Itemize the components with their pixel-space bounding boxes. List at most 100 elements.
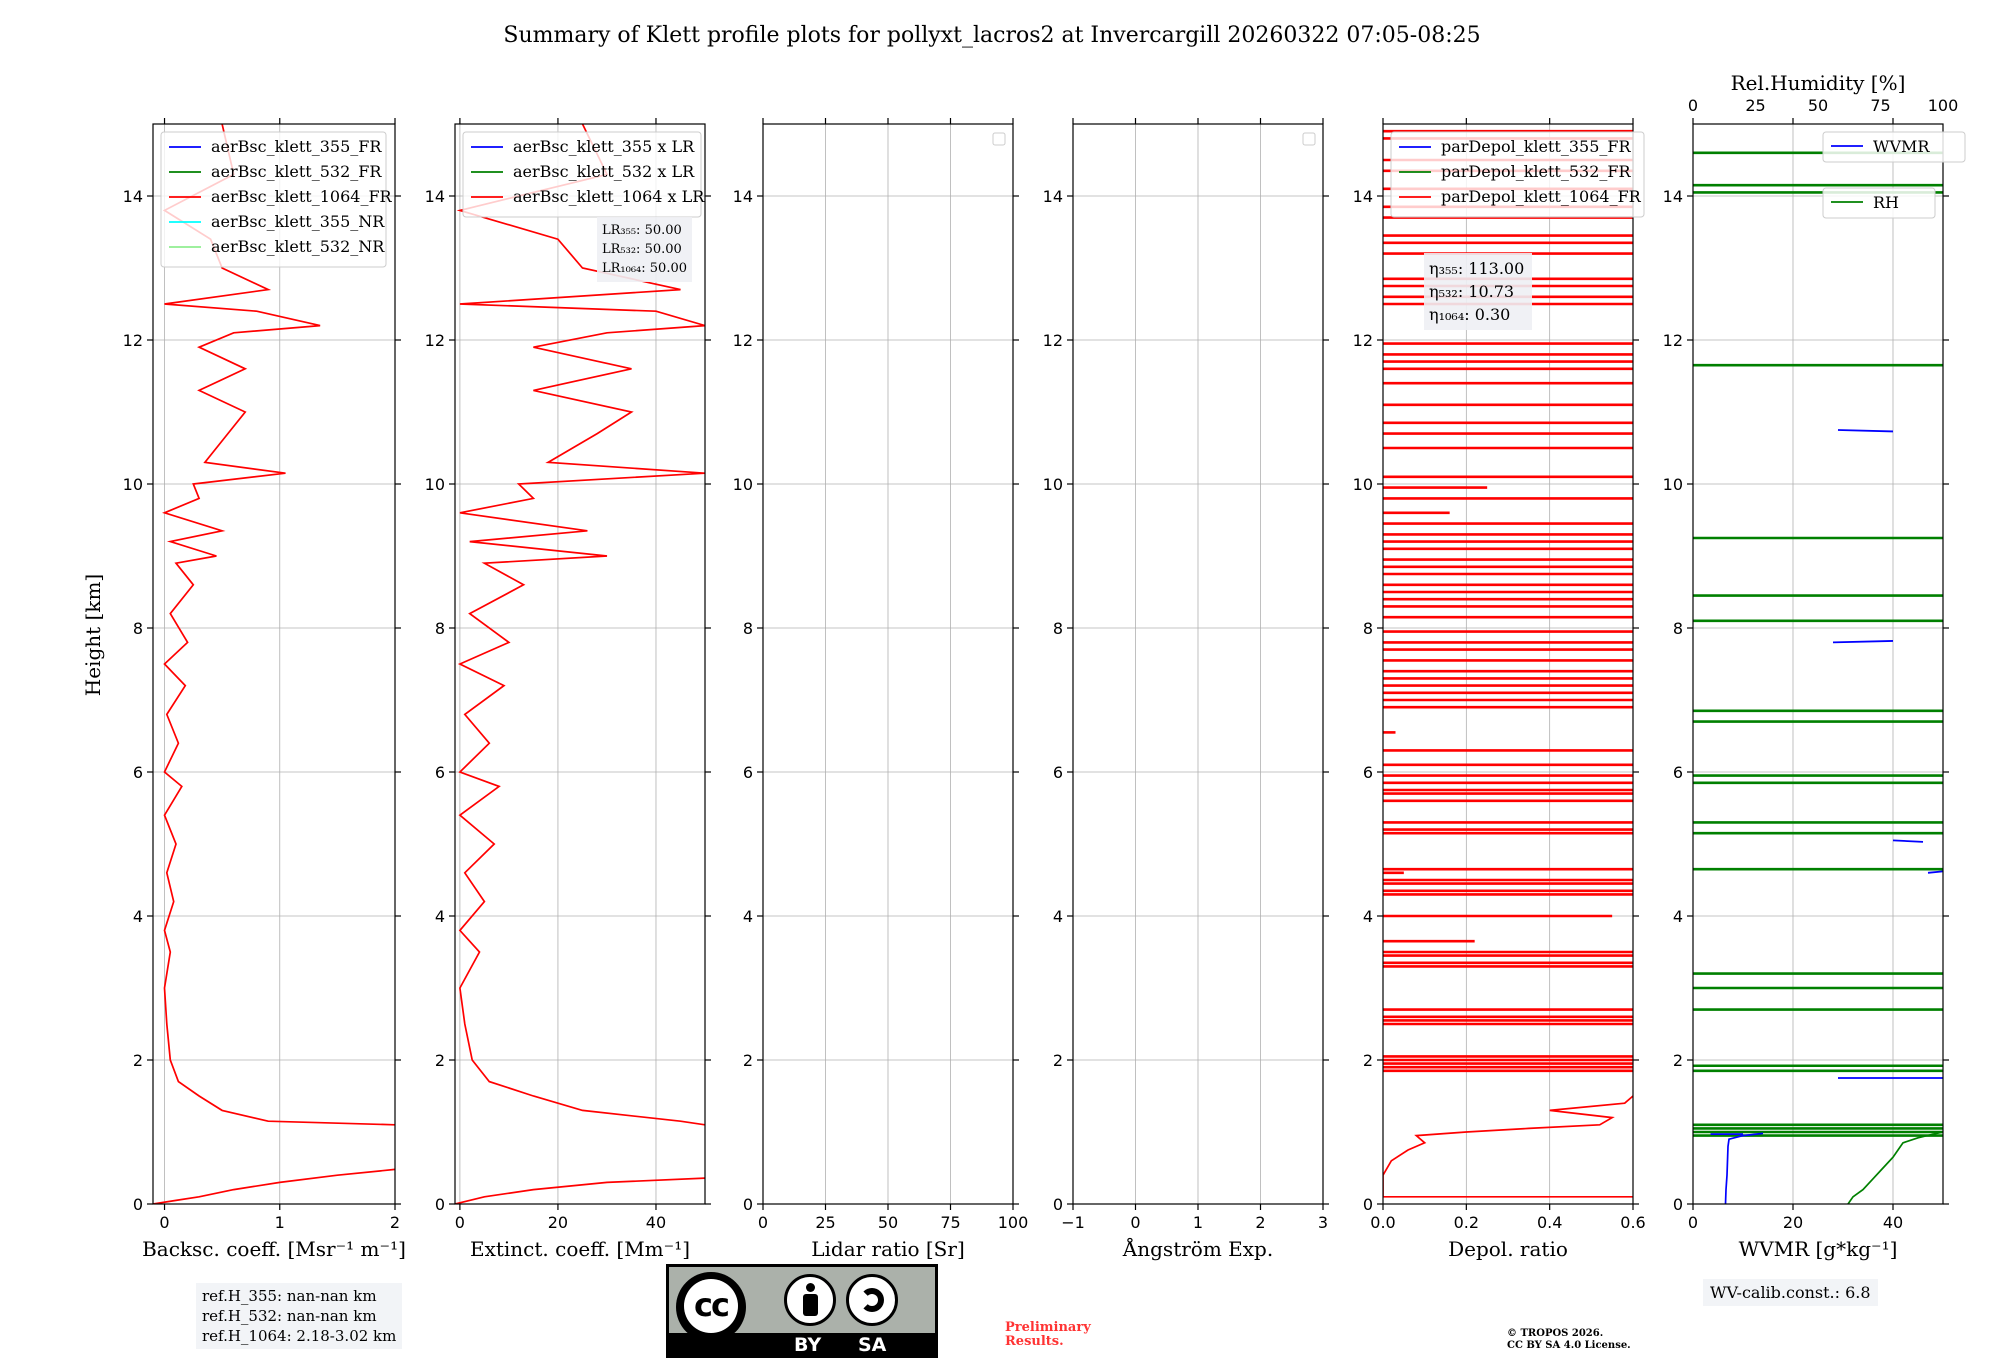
x-tick-label: 25 bbox=[815, 1213, 835, 1232]
axes-frame bbox=[1382, 123, 1634, 1205]
top-x-tick-label: 100 bbox=[1928, 96, 1959, 115]
y-tick-label: 12 bbox=[123, 331, 143, 350]
y-tick-label: 0 bbox=[133, 1195, 143, 1214]
y-tick-label: 12 bbox=[425, 331, 445, 350]
x-axis-label: Lidar ratio [Sr] bbox=[811, 1237, 965, 1261]
y-tick-label: 8 bbox=[743, 619, 753, 638]
y-tick-label: 14 bbox=[123, 187, 143, 206]
y-tick-label: 14 bbox=[733, 187, 753, 206]
y-axis-label: Height [km] bbox=[81, 574, 105, 696]
share-alike-icon bbox=[846, 1274, 898, 1326]
y-tick-label: 10 bbox=[733, 475, 753, 494]
top-x-axis-label: Rel.Humidity [%] bbox=[1731, 71, 1906, 95]
legend-entry: aerBsc_klett_355 x LR bbox=[513, 137, 695, 156]
y-tick-label: 2 bbox=[1673, 1051, 1683, 1070]
wvmr-segment bbox=[1837, 429, 1894, 433]
annotation-box bbox=[1424, 253, 1532, 330]
series-line-aerBsc_klett_1064_FR bbox=[153, 1168, 395, 1204]
top-x-tick-label: 25 bbox=[1745, 96, 1765, 115]
legend-entry: aerBsc_klett_532_FR bbox=[211, 162, 382, 181]
y-tick-label: 12 bbox=[1043, 331, 1063, 350]
y-tick-label: 0 bbox=[1673, 1195, 1683, 1214]
x-axis-label: Ångström Exp. bbox=[1122, 1236, 1273, 1261]
y-tick-label: 4 bbox=[133, 907, 143, 926]
legend-entry: aerBsc_klett_355_NR bbox=[211, 212, 385, 231]
x-tick-label: 20 bbox=[548, 1213, 568, 1232]
y-tick-label: 0 bbox=[1053, 1195, 1063, 1214]
legend-entry: RH bbox=[1873, 193, 1899, 212]
x-tick-label: 40 bbox=[646, 1213, 666, 1232]
x-tick-label: 75 bbox=[940, 1213, 960, 1232]
y-tick-label: 6 bbox=[133, 763, 143, 782]
y-tick-label: 8 bbox=[133, 619, 143, 638]
y-tick-label: 12 bbox=[733, 331, 753, 350]
y-tick-label: 2 bbox=[1053, 1051, 1063, 1070]
legend-entry: parDepol_klett_355_FR bbox=[1441, 137, 1632, 156]
x-tick-label: 2 bbox=[390, 1213, 400, 1232]
y-tick-label: 0 bbox=[435, 1195, 445, 1214]
wv-calib-box: WV-calib.const.: 6.8 bbox=[1703, 1279, 1878, 1306]
series-line-WVMR bbox=[1724, 1132, 1764, 1204]
empty-legend-box bbox=[1302, 132, 1316, 146]
x-tick-label: 0 bbox=[1688, 1213, 1698, 1232]
copyright-line-1: © TROPOS 2026. bbox=[1507, 1328, 1604, 1339]
legend-entry: aerBsc_klett_355_FR bbox=[211, 137, 382, 156]
wvmr-segment bbox=[1927, 870, 1943, 874]
legend-entry: WVMR bbox=[1873, 137, 1930, 156]
top-x-tick-label: 0 bbox=[1688, 96, 1698, 115]
y-tick-label: 6 bbox=[435, 763, 445, 782]
ref-height-532: ref.H_532: nan-nan km bbox=[202, 1307, 377, 1325]
empty-legend-box bbox=[992, 132, 1006, 146]
legend-box bbox=[1390, 131, 1645, 218]
top-x-tick-label: 75 bbox=[1870, 96, 1890, 115]
legend-entry: aerBsc_klett_532 x LR bbox=[513, 162, 695, 181]
axes-frame bbox=[454, 123, 706, 1205]
plot-area bbox=[1693, 151, 1943, 1204]
annotation-line: LR₅₃₂: 50.00 bbox=[602, 242, 682, 257]
legend-box bbox=[1822, 187, 1936, 219]
x-tick-label: 1 bbox=[1193, 1213, 1203, 1232]
wvmr-segment bbox=[1892, 839, 1924, 843]
series-line-aerBsc_klett_1064 x LR bbox=[455, 1177, 705, 1204]
preliminary-results: Preliminary Results. bbox=[1005, 1321, 1091, 1349]
x-tick-label: 3 bbox=[1318, 1213, 1328, 1232]
plot-area bbox=[1383, 129, 1633, 1198]
ref-heights-box: ref.H_355: nan-nan km ref.H_532: nan-nan… bbox=[196, 1283, 403, 1349]
y-tick-label: 4 bbox=[435, 907, 445, 926]
y-tick-label: 12 bbox=[1663, 331, 1683, 350]
legend-box bbox=[160, 131, 387, 268]
y-tick-label: 10 bbox=[425, 475, 445, 494]
y-tick-label: 14 bbox=[1353, 187, 1373, 206]
x-tick-label: 0.4 bbox=[1537, 1213, 1562, 1232]
x-tick-label: 0 bbox=[1130, 1213, 1140, 1232]
y-tick-label: 8 bbox=[1053, 619, 1063, 638]
y-tick-label: 10 bbox=[123, 475, 143, 494]
series-line-aerBsc_klett_1064_FR bbox=[162, 124, 395, 1126]
ref-height-1064: ref.H_1064: 2.18-3.02 km bbox=[202, 1327, 397, 1345]
x-tick-label: 1 bbox=[275, 1213, 285, 1232]
x-tick-label: 50 bbox=[878, 1213, 898, 1232]
legend-entry: aerBsc_klett_1064 x LR bbox=[513, 187, 705, 206]
ref-height-355: ref.H_355: nan-nan km bbox=[202, 1287, 377, 1305]
copyright-notice: © TROPOS 2026. CC BY SA 4.0 License. bbox=[1507, 1328, 1631, 1352]
annotation-line: η₁₀₆₄: 0.30 bbox=[1429, 305, 1510, 324]
copyright-line-2: CC BY SA 4.0 License. bbox=[1507, 1340, 1631, 1351]
y-tick-label: 4 bbox=[1673, 907, 1683, 926]
annotation-line: LR₃₅₅: 50.00 bbox=[602, 223, 682, 238]
x-tick-label: 0 bbox=[455, 1213, 465, 1232]
x-tick-label: 0.0 bbox=[1370, 1213, 1395, 1232]
x-axis-label: Backsc. coeff. [Msr⁻¹ m⁻¹] bbox=[142, 1237, 406, 1261]
y-tick-label: 6 bbox=[1363, 763, 1373, 782]
series-line-aerBsc_klett_1064 x LR bbox=[456, 124, 705, 1126]
preliminary-line-1: Preliminary bbox=[1005, 1320, 1091, 1335]
y-tick-label: 10 bbox=[1043, 475, 1063, 494]
annotation-line: η₅₃₂: 10.73 bbox=[1429, 282, 1514, 301]
y-tick-label: 6 bbox=[1673, 763, 1683, 782]
y-tick-label: 6 bbox=[743, 763, 753, 782]
legend-box bbox=[1822, 131, 1966, 163]
y-tick-label: 0 bbox=[743, 1195, 753, 1214]
figure-title: Summary of Klett profile plots for polly… bbox=[503, 23, 1480, 48]
x-tick-label: 0.2 bbox=[1454, 1213, 1479, 1232]
y-tick-label: 14 bbox=[1663, 187, 1683, 206]
